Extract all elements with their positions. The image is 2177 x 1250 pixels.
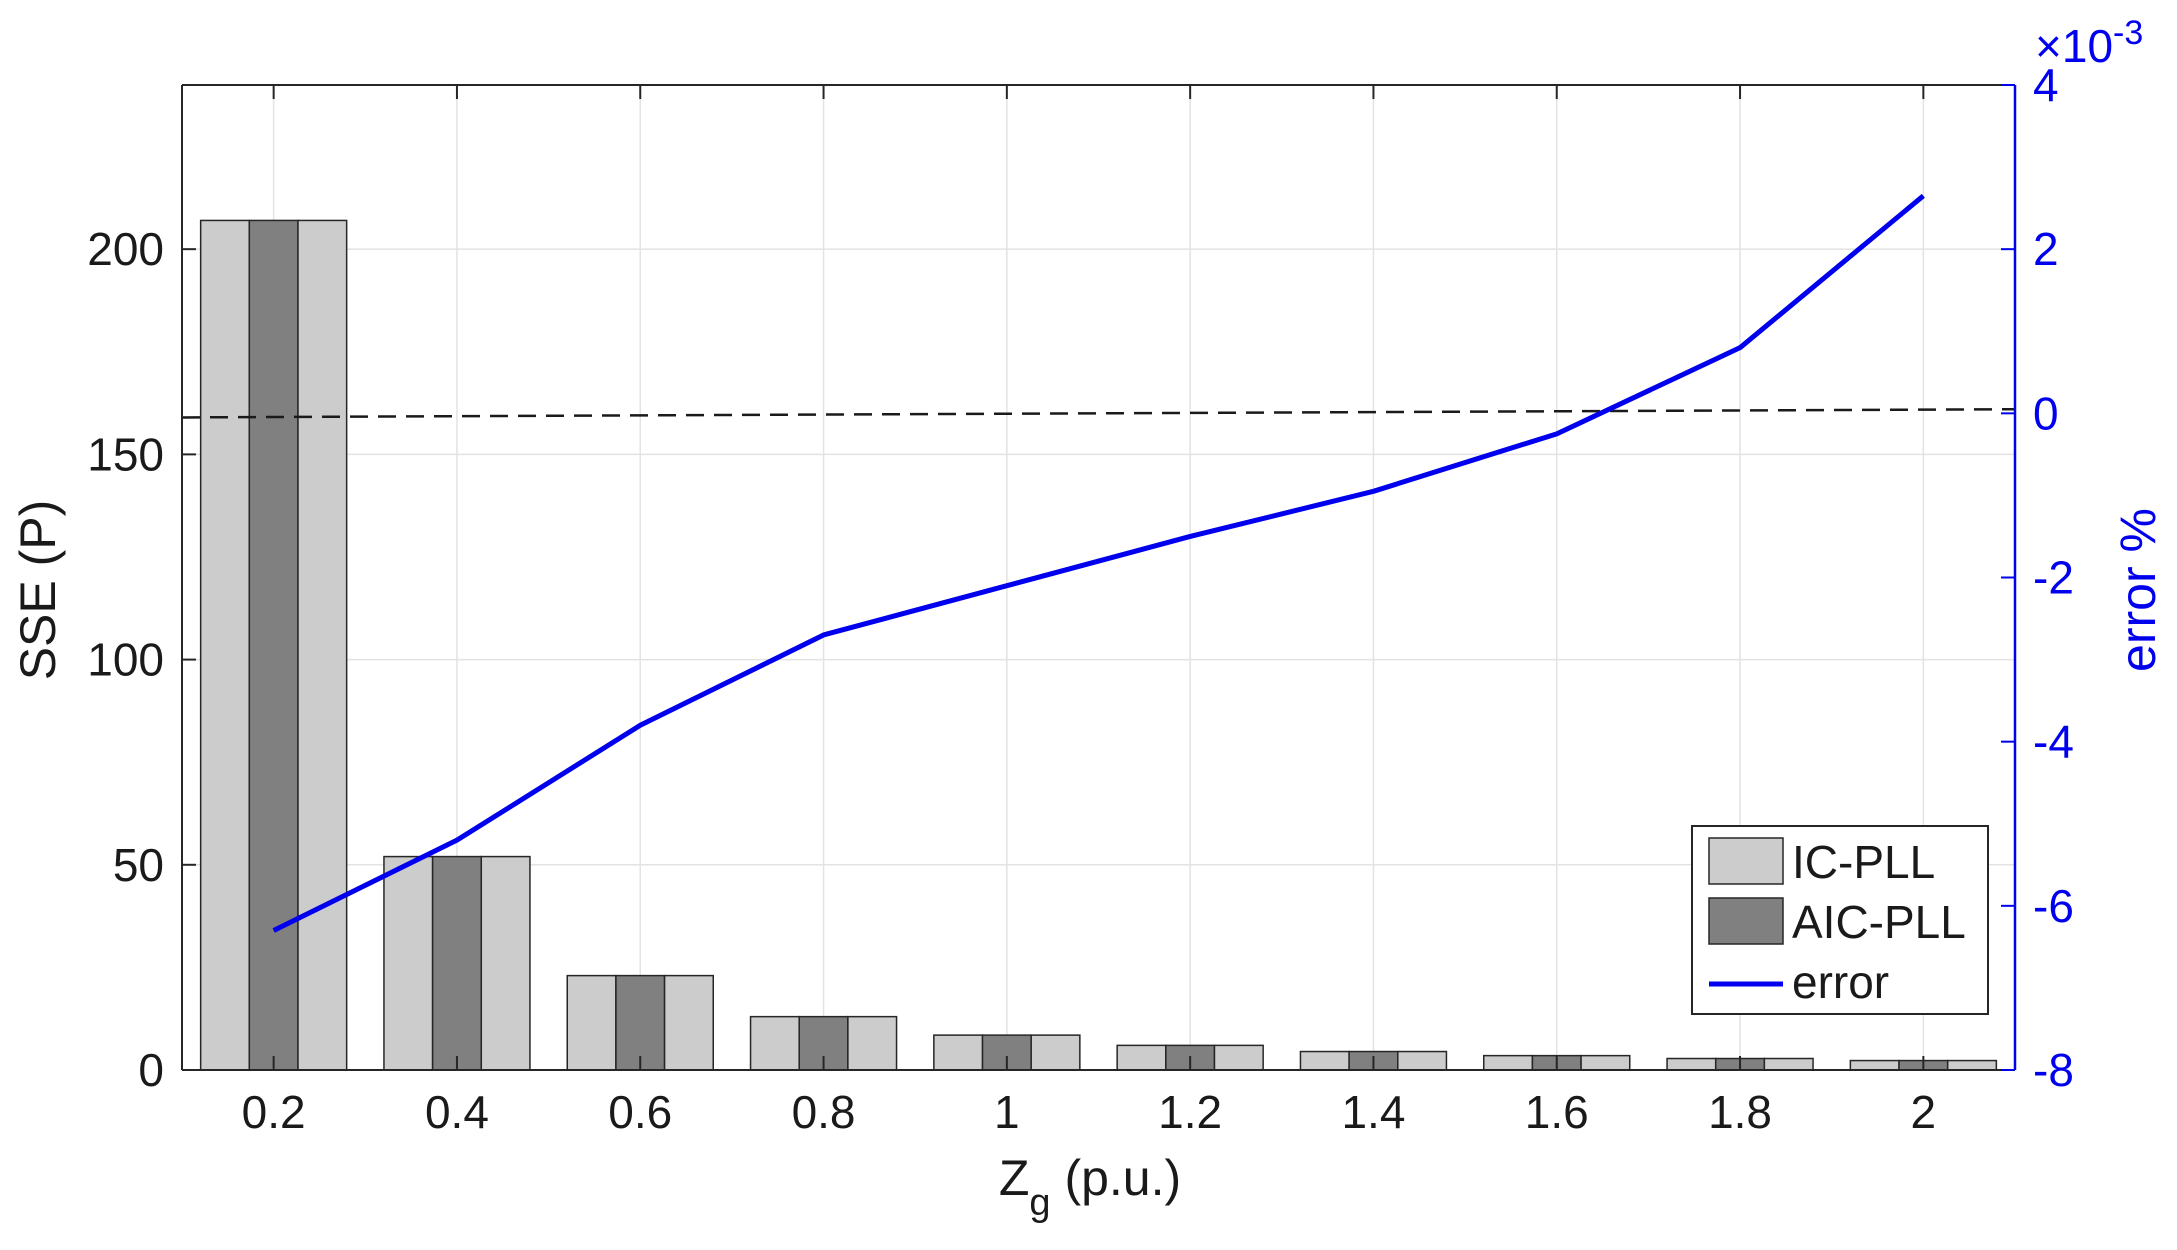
y-tick-label-right: -2 bbox=[2033, 552, 2074, 604]
bar-ic-pll-left bbox=[749, 1015, 800, 1071]
legend: IC-PLL AIC-PLL error bbox=[1691, 825, 1989, 1015]
y-tick-label-right: 0 bbox=[2033, 387, 2059, 439]
y-tick-label-left: 200 bbox=[87, 223, 164, 275]
error-line-layer bbox=[272, 193, 1925, 933]
x-tick-label: 0.8 bbox=[792, 1086, 856, 1138]
bar-ic-pll-left bbox=[1666, 1057, 1717, 1071]
legend-label-error: error bbox=[1792, 956, 1889, 1008]
bar-ic-pll-right bbox=[1946, 1059, 1998, 1071]
x-tick-label: 1.6 bbox=[1525, 1086, 1589, 1138]
bar-ic-pll-left bbox=[1299, 1050, 1350, 1071]
y-tick-label-left: 100 bbox=[87, 634, 164, 686]
bar-ic-pll-left bbox=[383, 855, 434, 1071]
reference-line-dashed bbox=[181, 407, 2016, 419]
bar-aic-pll bbox=[431, 855, 483, 1071]
y-tick-label-right: 2 bbox=[2033, 223, 2059, 275]
y-tick-label-left: 50 bbox=[113, 839, 164, 891]
bar-ic-pll-right bbox=[1580, 1054, 1631, 1071]
bar-ic-pll-right bbox=[297, 219, 348, 1071]
legend-label-ic-pll: IC-PLL bbox=[1792, 836, 1935, 888]
bar-ic-pll-left bbox=[199, 219, 251, 1071]
x-tick-label: 0.2 bbox=[242, 1086, 306, 1138]
bar-ic-pll-right bbox=[1030, 1034, 1081, 1071]
y-tick-label-right: -4 bbox=[2033, 716, 2074, 768]
right-axis-exponent-base: ×10 bbox=[2035, 20, 2113, 72]
legend-swatch-ic-pll bbox=[1708, 837, 1784, 885]
x-tick-label: 1.2 bbox=[1158, 1086, 1222, 1138]
bar-ic-pll-left bbox=[566, 974, 617, 1071]
bar-ic-pll-left bbox=[1483, 1054, 1534, 1071]
x-tick-label: 0.4 bbox=[425, 1086, 489, 1138]
bar-ic-pll-left bbox=[1849, 1059, 1900, 1071]
y-tick-label-left: 0 bbox=[138, 1044, 164, 1096]
x-tick-label: 2 bbox=[1911, 1086, 1937, 1138]
y-tick-label-left: 150 bbox=[87, 428, 164, 480]
bar-ic-pll-left bbox=[933, 1034, 984, 1071]
bar-ic-pll-right bbox=[1397, 1050, 1448, 1071]
x-tick-label: 1.4 bbox=[1341, 1086, 1405, 1138]
legend-label-aic-pll: AIC-PLL bbox=[1792, 896, 1966, 948]
x-tick-label: 1 bbox=[994, 1086, 1020, 1138]
legend-swatch-aic-pll bbox=[1708, 897, 1784, 945]
bar-ic-pll-right bbox=[663, 974, 714, 1071]
y-tick-label-right: -8 bbox=[2033, 1044, 2074, 1096]
bar-ic-pll-right bbox=[847, 1015, 898, 1071]
bar-aic-pll bbox=[248, 219, 299, 1071]
x-tick-label: 1.8 bbox=[1708, 1086, 1772, 1138]
bar-aic-pll bbox=[615, 974, 666, 1071]
x-axis-title-main: Z bbox=[999, 1150, 1030, 1206]
x-axis-title-subscript: g bbox=[1029, 1182, 1050, 1224]
y-tick-label-right: 4 bbox=[2033, 59, 2059, 111]
bar-ic-pll-right bbox=[480, 855, 531, 1071]
bars bbox=[199, 219, 1998, 1071]
reference-line-layer bbox=[181, 407, 2016, 419]
bar-ic-pll-left bbox=[1116, 1044, 1167, 1071]
right-axis-exponent-power: -3 bbox=[2113, 14, 2143, 52]
y-axis-right-title: error % bbox=[2110, 508, 2166, 672]
y-tick-label-right: -6 bbox=[2033, 880, 2074, 932]
x-axis-title: Zg (p.u.) bbox=[999, 1150, 1181, 1224]
bar-ic-pll-right bbox=[1763, 1057, 1814, 1071]
error-line bbox=[272, 193, 1925, 933]
right-axis-exponent: ×10-3 bbox=[2035, 14, 2143, 72]
tick-labels: 0.2 0.4 0.6 0.8 1 1.2 1.4 1.6 1.8 2 0 50 100 150 200 -8… bbox=[87, 59, 2074, 1138]
x-axis-title-rest: (p.u.) bbox=[1051, 1150, 1182, 1206]
x-tick-label: 0.6 bbox=[608, 1086, 672, 1138]
bar-ic-pll-right bbox=[1213, 1044, 1264, 1071]
y-axis-title: SSE (P) bbox=[10, 500, 66, 681]
axes bbox=[181, 84, 2017, 1071]
